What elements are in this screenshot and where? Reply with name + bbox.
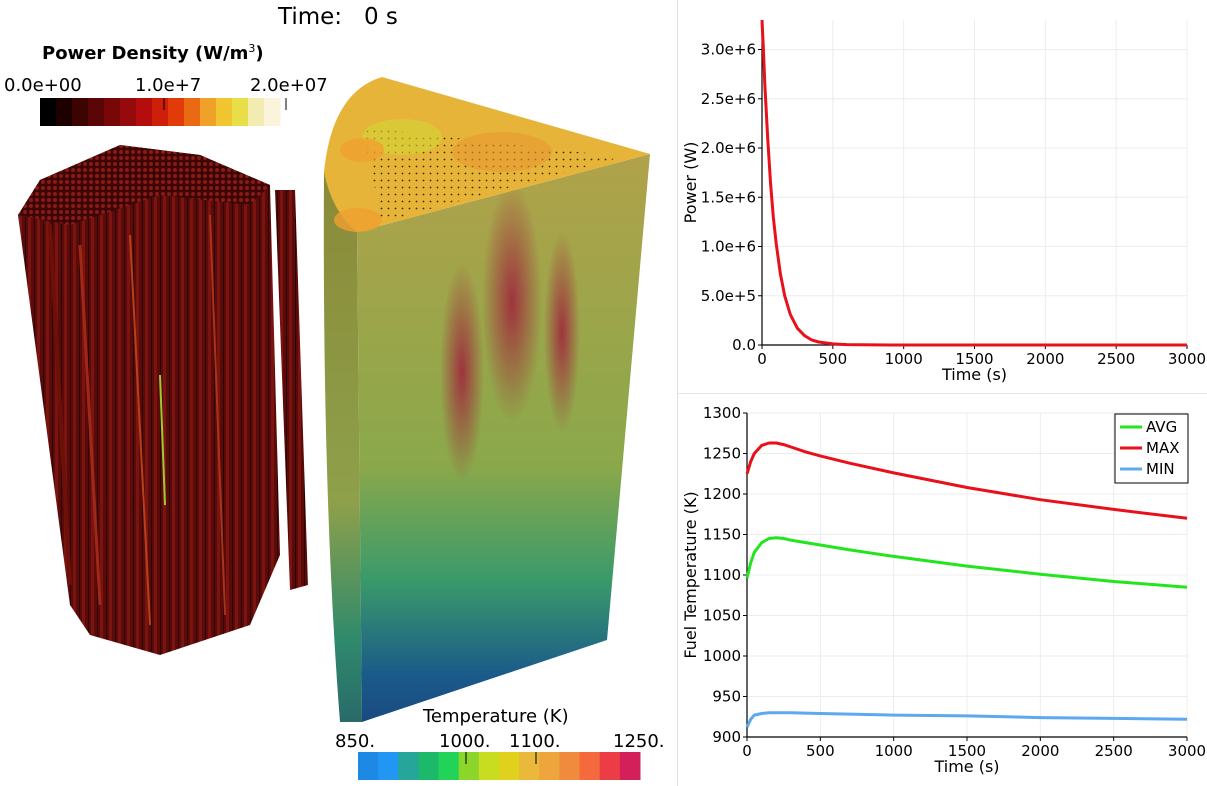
x-tick-label: 0 [757,350,767,368]
colorbar-swatch [40,98,57,126]
y-tick-label: 3.0e+6 [701,41,756,59]
temp-tick-1250: 1250. [613,731,665,752]
x-tick-label: 2500 [1095,742,1133,760]
colorbar-swatch [200,98,217,126]
colorbar-swatch [216,98,233,126]
y-tick-label: 950 [712,688,741,706]
y-tick-label: 2.5e+6 [701,90,756,108]
x-tick-label: 3000 [1168,742,1206,760]
core-temperature-render [323,77,650,722]
colorbar-swatch [358,752,379,780]
y-tick-label: 5.0e+5 [701,287,756,305]
y-tick-label: 1250 [703,445,741,463]
series-line [760,19,1187,347]
colorbar-swatch [72,98,89,126]
chart-legend: AVG MAX MIN [1114,413,1189,484]
colorbar-swatch [438,752,460,780]
pd-tick-mid: 1.0e+7 [135,75,202,96]
series-line-min [745,711,1188,728]
colorbar-swatch [519,752,540,780]
x-tick-label: 500 [819,350,848,368]
x-tick-label: 1000 [885,350,923,368]
colorbar-swatch [184,98,201,126]
power-chart: 0 500 1000 1500 2000 2500 3000 0.0 5.0e+5 1.0e+6 1… [681,19,1206,384]
pd-tick-min: 0.0e+00 [4,75,82,96]
panel-divider-horizontal [678,393,1207,394]
colorbar-swatch [168,98,185,126]
fuel-temperature-chart: 0 500 1000 1500 2000 2500 3000 900 950 1000 1050 11… [681,404,1206,776]
y-tick-label: 1.5e+6 [701,188,756,206]
x-tick-label: 1500 [948,742,986,760]
x-tick-label: 0 [742,742,752,760]
legend-label: MAX [1146,439,1179,457]
temp-tick-1100: 1100. [509,731,561,752]
colorbar-swatch [579,752,601,780]
y-tick-label: 1000 [703,647,741,665]
colorbar-swatch [539,752,560,780]
temp-chart-xlabel: Time (s) [933,757,999,776]
y-tick-label: 1200 [703,485,741,503]
x-tick-label: 2500 [1097,350,1135,368]
colorbar-swatch [136,98,153,126]
time-label-text: Time: [278,4,343,30]
colorbar-swatch [152,98,169,126]
colorbar-swatch [398,752,419,780]
power-density-title: Power Density (W/m3) [42,42,264,64]
colorbar-swatch [599,752,621,780]
y-tick-label: 1050 [703,607,741,625]
legend-label: MIN [1146,460,1175,478]
colorbar-swatch [418,752,440,780]
temp-tick-850: 850. [335,731,376,752]
series-line-avg [745,536,1188,589]
temperature-colorbar [358,752,641,780]
y-tick-label: 900 [712,728,741,746]
colorbar-swatch [232,98,249,126]
y-tick-label: 1100 [703,566,741,584]
time-display: Time: 0 s [278,4,398,30]
x-tick-label: 3000 [1168,350,1206,368]
x-tick-label: 2000 [1026,350,1064,368]
power-density-colorbar [40,98,287,126]
x-tick-label: 1000 [875,742,913,760]
temp-tick-1000: 1000. [439,731,491,752]
pd-tick-max: 2.0e+07 [250,75,328,96]
colorbar-swatch [104,98,121,126]
y-tick-label: 1300 [703,404,741,422]
y-tick-label: 0.0 [732,336,756,354]
colorbar-swatch [559,752,581,780]
colorbar-swatch [120,98,137,126]
fuel-rod-bundle-render [18,145,308,655]
x-tick-label: 1500 [955,350,993,368]
colorbar-swatch [264,98,281,126]
colorbar-swatch [378,752,399,780]
colorbar-swatch [619,752,641,780]
colorbar-swatch [56,98,73,126]
y-tick-label: 1.0e+6 [701,238,756,256]
power-chart-ylabel: Power (W) [681,142,700,224]
x-tick-label: 2000 [1021,742,1059,760]
power-chart-xlabel: Time (s) [941,365,1007,384]
panel-divider-vertical [677,0,678,786]
colorbar-swatch [88,98,105,126]
y-tick-label: 1150 [703,526,741,544]
colorbar-swatch [248,98,265,126]
y-tick-label: 2.0e+6 [701,139,756,157]
time-value: 0 s [363,4,398,30]
series-line-max [745,441,1188,520]
temperature-title: Temperature (K) [423,706,569,727]
colorbar-swatch [458,752,480,780]
colorbar-swatch [478,752,500,780]
temp-chart-ylabel: Fuel Temperature (K) [681,491,700,658]
x-tick-label: 500 [806,742,835,760]
legend-label: AVG [1146,418,1177,436]
colorbar-swatch [499,752,520,780]
